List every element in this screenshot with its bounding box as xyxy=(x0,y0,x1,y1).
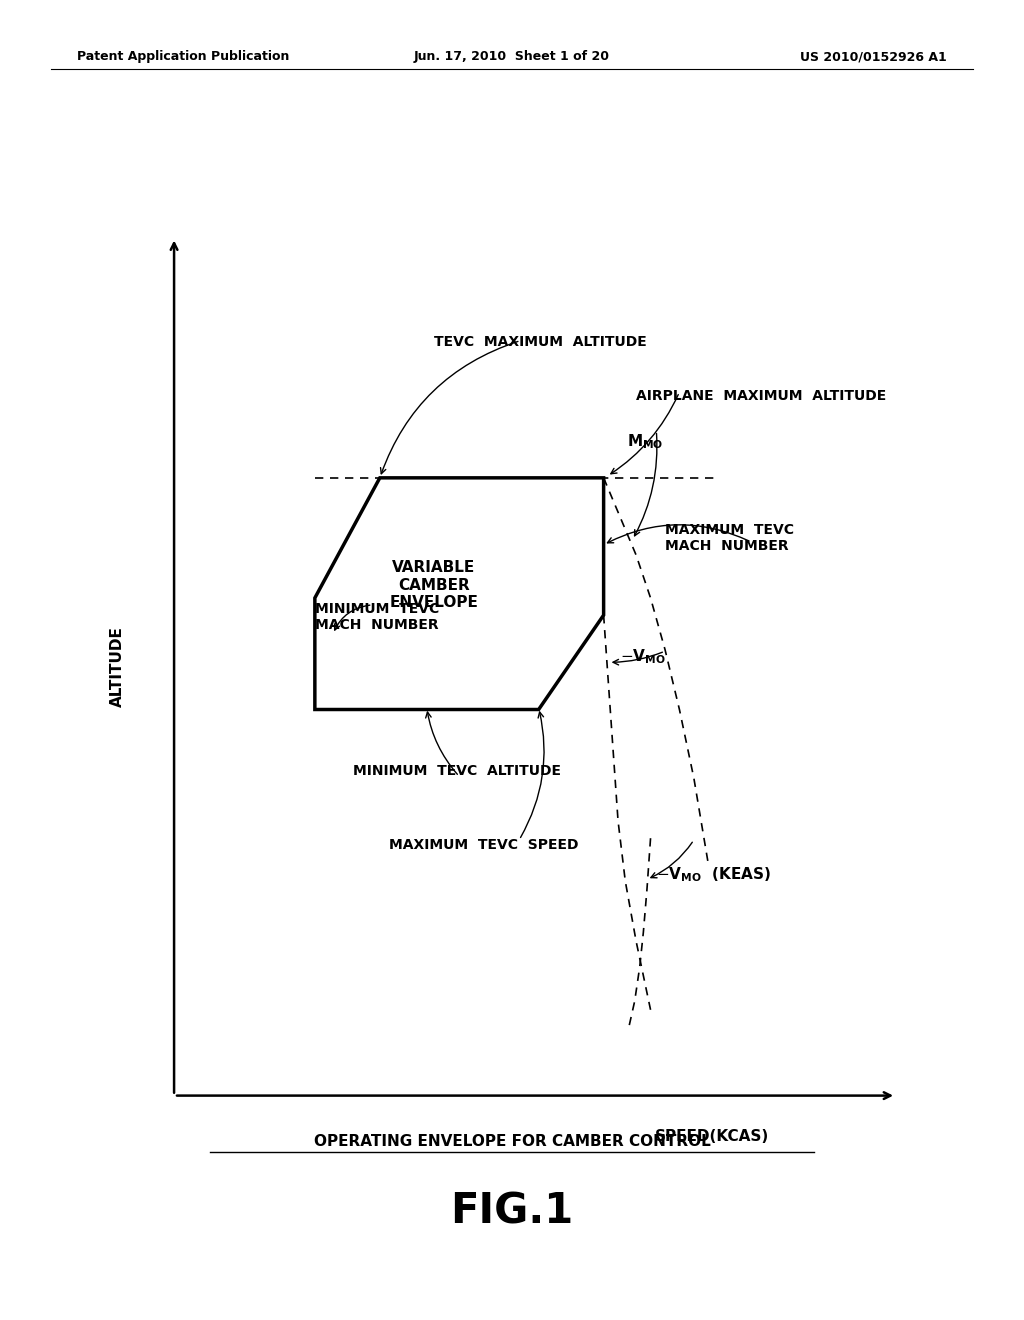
Text: Jun. 17, 2010  Sheet 1 of 20: Jun. 17, 2010 Sheet 1 of 20 xyxy=(414,50,610,63)
Text: AIRPLANE  MAXIMUM  ALTITUDE: AIRPLANE MAXIMUM ALTITUDE xyxy=(636,389,887,404)
Text: TEVC  MAXIMUM  ALTITUDE: TEVC MAXIMUM ALTITUDE xyxy=(434,335,647,350)
Text: SPEED(KCAS): SPEED(KCAS) xyxy=(654,1129,769,1143)
Text: MINIMUM  TEVC
MACH  NUMBER: MINIMUM TEVC MACH NUMBER xyxy=(314,602,439,632)
Text: OPERATING ENVELOPE FOR CAMBER CONTROL: OPERATING ENVELOPE FOR CAMBER CONTROL xyxy=(313,1134,711,1150)
Text: VARIABLE
CAMBER
ENVELOPE: VARIABLE CAMBER ENVELOPE xyxy=(389,560,478,610)
Text: MAXIMUM  TEVC  SPEED: MAXIMUM TEVC SPEED xyxy=(389,838,579,853)
Text: $-$V$_{\mathregular{MO}}$  (KEAS): $-$V$_{\mathregular{MO}}$ (KEAS) xyxy=(656,865,771,883)
Text: $-$V$_{\mathregular{MO}}$: $-$V$_{\mathregular{MO}}$ xyxy=(621,647,666,665)
Text: M$_{\mathregular{MO}}$: M$_{\mathregular{MO}}$ xyxy=(628,433,664,451)
Text: MINIMUM  TEVC  ALTITUDE: MINIMUM TEVC ALTITUDE xyxy=(353,764,561,779)
Text: US 2010/0152926 A1: US 2010/0152926 A1 xyxy=(801,50,947,63)
Text: Patent Application Publication: Patent Application Publication xyxy=(77,50,289,63)
Text: MAXIMUM  TEVC
MACH  NUMBER: MAXIMUM TEVC MACH NUMBER xyxy=(665,523,794,553)
Text: ALTITUDE: ALTITUDE xyxy=(111,626,125,708)
Text: FIG.1: FIG.1 xyxy=(451,1191,573,1233)
